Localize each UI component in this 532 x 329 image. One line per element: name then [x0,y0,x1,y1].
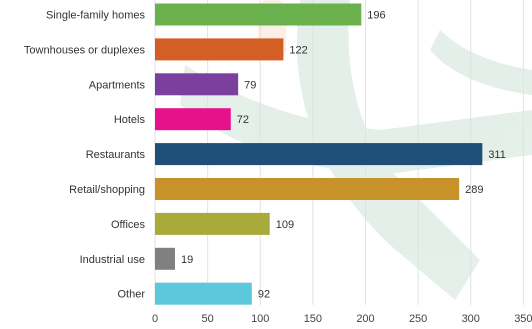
category-labels: Single-family homes Townhouses or duplexe… [24,10,146,301]
category-label: Hotels [114,114,146,126]
x-tick-label: 300 [462,313,480,325]
category-label: Single-family homes [46,10,146,22]
category-label: Townhouses or duplexes [24,44,146,56]
value-label: 311 [488,149,506,161]
category-label: Retail/shopping [69,184,145,196]
value-label: 72 [237,114,249,126]
category-label: Restaurants [86,149,146,161]
bar [155,143,483,166]
bar [155,178,460,200]
x-tick-label: 250 [409,313,427,325]
x-axis-ticks: 0 50 100 150 200 250 300 350 [152,313,532,325]
bar [155,73,239,96]
x-tick-label: 0 [152,313,158,325]
x-tick-label: 50 [202,313,214,325]
bars [155,3,483,305]
value-label: 19 [181,254,193,266]
category-label: Offices [111,219,146,231]
bar [155,282,252,305]
bar [155,108,231,131]
value-labels: 196 122 79 72 311 289 109 19 92 [181,10,506,301]
x-tick-label: 200 [356,313,374,325]
category-label: Industrial use [80,254,145,266]
x-tick-label: 350 [514,313,532,325]
bar [155,247,175,270]
category-label: Other [117,289,145,301]
category-label: Apartments [89,79,146,91]
value-label: 196 [367,10,385,22]
value-label: 109 [276,219,294,231]
value-label: 92 [258,289,270,301]
x-tick-label: 150 [304,313,322,325]
bar [155,3,362,26]
bar [155,212,270,235]
bar [155,38,284,61]
x-tick-label: 100 [251,313,269,325]
value-label: 122 [289,44,307,56]
value-label: 79 [244,79,256,91]
value-label: 289 [465,184,483,196]
